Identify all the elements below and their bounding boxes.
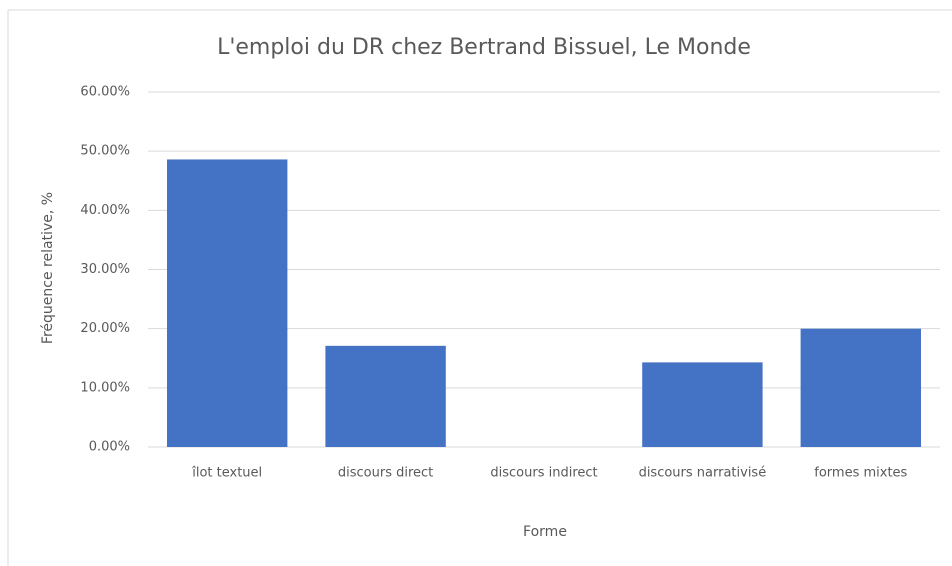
x-tick-label: formes mixtes [814, 466, 907, 481]
bar [167, 159, 288, 447]
y-tick-label: 50.00% [80, 144, 130, 159]
chart-title: L'emploi du DR chez Bertrand Bissuel, Le… [217, 35, 751, 60]
bar [800, 328, 921, 447]
y-axis-label: Fréquence relative, % [40, 192, 56, 344]
y-tick-label: 10.00% [80, 380, 130, 395]
bar [642, 362, 763, 447]
x-tick-label: discours narrativisé [639, 466, 767, 481]
y-tick-label: 30.00% [80, 262, 130, 277]
x-axis-label: Forme [523, 524, 567, 540]
x-tick-label: discours indirect [490, 466, 597, 481]
y-tick-label: 20.00% [80, 321, 130, 336]
y-tick-label: 40.00% [80, 203, 130, 218]
y-tick-label: 60.00% [80, 85, 130, 100]
bar [325, 345, 446, 447]
x-tick-label: îlot textuel [191, 466, 262, 481]
y-tick-label: 0.00% [89, 440, 130, 455]
x-tick-label: discours direct [338, 466, 433, 481]
